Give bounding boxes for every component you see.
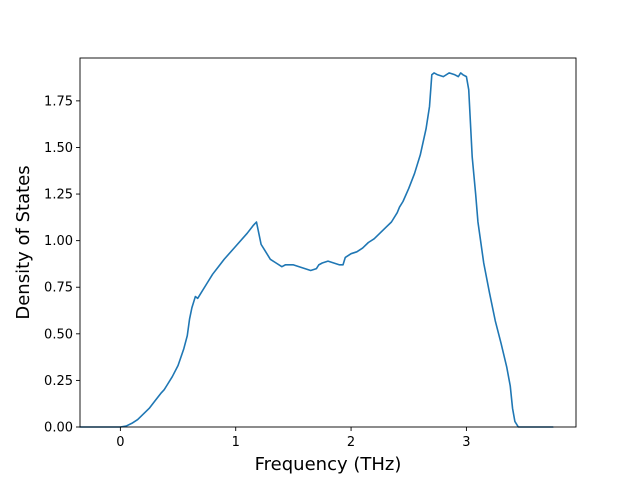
x-tick-label: 0 <box>116 435 124 450</box>
y-tick-label: 1.50 <box>44 141 73 156</box>
y-tick-label: 1.25 <box>44 188 73 203</box>
x-tick-label: 1 <box>232 435 240 450</box>
x-tick-label: 2 <box>347 435 355 450</box>
y-tick-label: 0.00 <box>44 421 73 436</box>
y-axis-ticks: 0.00 0.25 0.50 0.75 1.00 1.25 1.50 1.75 <box>44 94 80 436</box>
y-axis-title: Density of States <box>13 165 34 319</box>
plot-area <box>80 58 576 427</box>
y-tick-label: 1.75 <box>44 94 73 109</box>
data-layer <box>79 72 554 428</box>
x-axis-title: Frequency (THz) <box>255 454 402 475</box>
y-tick-label: 0.75 <box>44 281 73 296</box>
plot-background <box>80 58 576 427</box>
axes-spines <box>79 57 577 428</box>
x-axis-ticks: 0 1 2 3 <box>116 427 471 450</box>
y-tick-label: 1.00 <box>44 234 73 249</box>
dos-series-line <box>79 72 554 428</box>
y-tick-label: 0.25 <box>44 374 73 389</box>
y-tick-label: 0.50 <box>44 327 73 342</box>
x-tick-label: 3 <box>462 435 470 450</box>
axes-frame <box>79 57 577 428</box>
